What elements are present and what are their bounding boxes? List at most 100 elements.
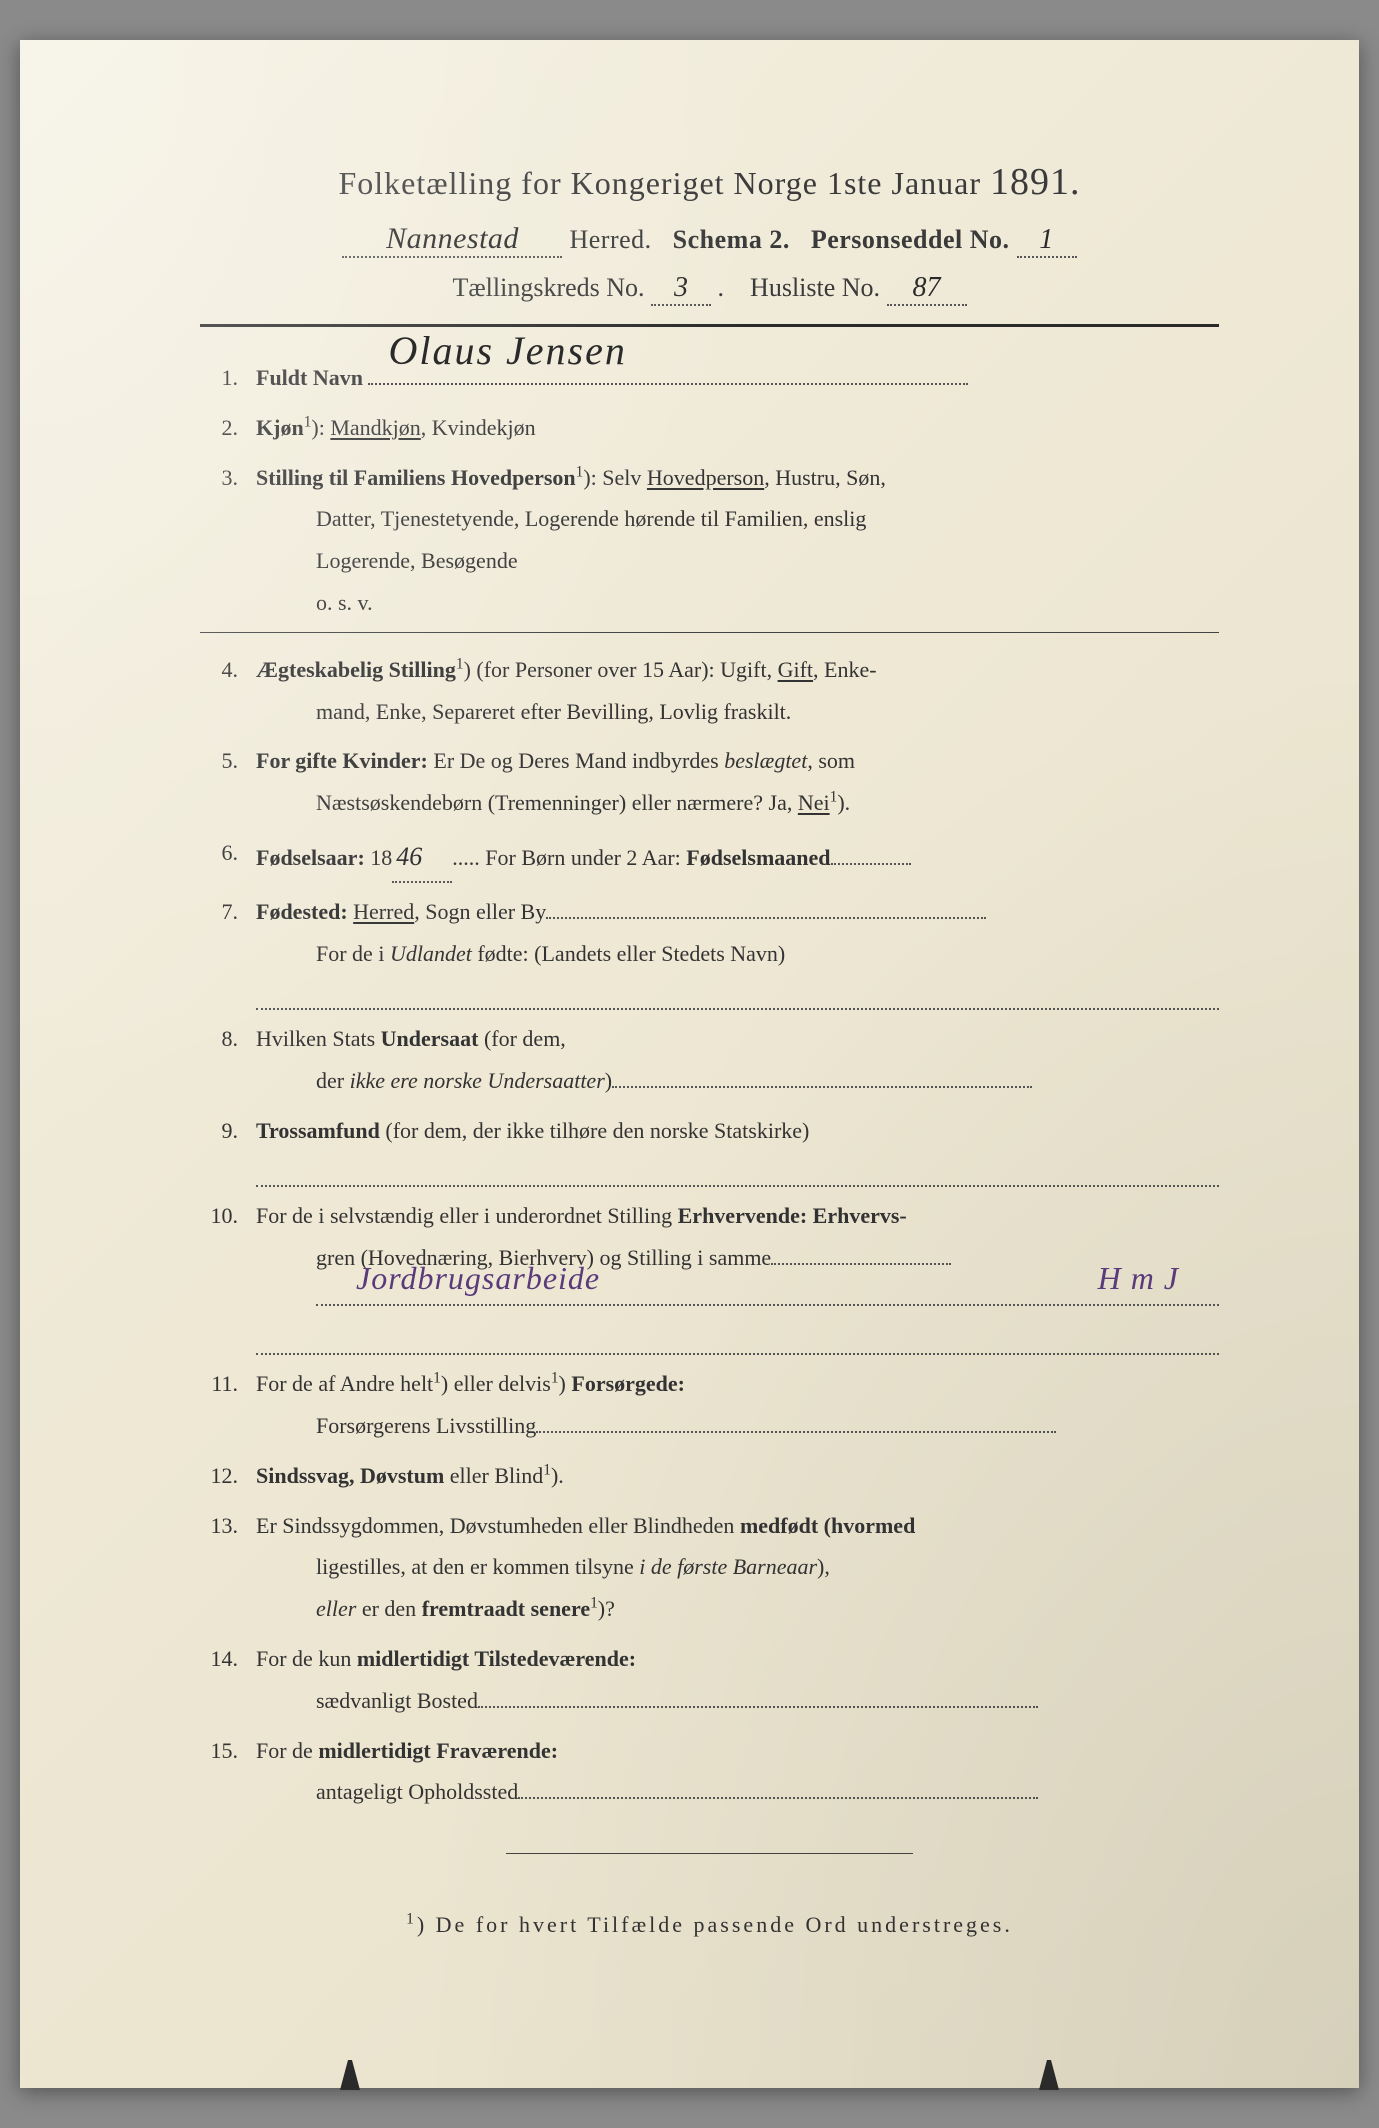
q3-1a: Selv [602, 465, 647, 490]
q1-value: Olaus Jensen [388, 313, 626, 389]
item-1: 1. Fuldt Navn Olaus Jensen [200, 357, 1219, 399]
num-4: 4. [200, 649, 256, 733]
q5-label: For gifte Kvinder: [256, 748, 428, 773]
q5-t2: , som [807, 748, 855, 773]
num-11: 11. [200, 1363, 256, 1447]
q7-underlined: Herred [353, 899, 414, 924]
num-12: 12. [200, 1455, 256, 1497]
num-1: 1. [200, 357, 256, 399]
q13-b1: medfødt (hvormed [740, 1513, 915, 1538]
item-6: 6. Fødselsaar: 1846..... For Børn under … [200, 832, 1219, 883]
num-3: 3. [200, 457, 256, 624]
q4-line2: mand, Enke, Separeret efter Bevilling, L… [256, 691, 1219, 733]
kreds-no: 3 [651, 272, 711, 306]
tear-right [1039, 2060, 1059, 2090]
q5-line2: Næstsøskendebørn (Tremenninger) eller næ… [256, 782, 1219, 824]
num-8: 8. [200, 1018, 256, 1102]
q6-label2: Fødselsmaaned [686, 845, 830, 870]
q10-t1: For de i selvstændig eller i underordnet… [256, 1203, 678, 1228]
num-9: 9. [200, 1110, 256, 1187]
q8-l2a: der [316, 1068, 350, 1093]
item-13: 13. Er Sindssygdommen, Døvstumheden elle… [200, 1505, 1219, 1630]
q9-label: Trossamfund [256, 1118, 380, 1143]
item-14: 14. For de kun midlertidigt Tilstedevære… [200, 1638, 1219, 1722]
q7-line2: For de i Udlandet fødte: (Landets eller … [256, 933, 1219, 975]
num-6: 6. [200, 832, 256, 883]
item-8: 8. Hvilken Stats Undersaat (for dem, der… [200, 1018, 1219, 1102]
q14-b: midlertidigt Tilstedeværende: [357, 1646, 636, 1671]
item-5: 5. For gifte Kvinder: Er De og Deres Man… [200, 740, 1219, 824]
num-2: 2. [200, 407, 256, 449]
q12-text: eller Blind [444, 1463, 543, 1488]
kreds-label: Tællingskreds No. [452, 273, 644, 302]
q7-l2b: fødte: (Landets eller Stedets Navn) [472, 941, 785, 966]
q13-line3: eller er den fremtraadt senere1)? [256, 1588, 1219, 1630]
husliste-no: 87 [887, 272, 967, 306]
item-12: 12. Sindssvag, Døvstum eller Blind1). [200, 1455, 1219, 1497]
divider-3-4 [200, 632, 1219, 633]
q13-l3a: eller [316, 1596, 356, 1621]
q6-prefix: 18 [365, 845, 393, 870]
footnote-sup: 1 [406, 1911, 417, 1928]
q11-t3: ) [559, 1371, 572, 1396]
subtitle-2: Tællingskreds No. 3 . Husliste No. 87 [200, 272, 1219, 306]
q6-value: 46 [392, 832, 452, 883]
num-15: 15. [200, 1730, 256, 1814]
divider-footnote [506, 1853, 914, 1854]
q11-label: Forsørgede: [571, 1371, 685, 1396]
q13-em1: i de første Barneaar [639, 1554, 817, 1579]
title-year: 1891. [990, 161, 1081, 203]
q11-l2: Forsørgerens Livsstilling [316, 1413, 536, 1438]
num-10: 10. [200, 1195, 256, 1356]
q6-label: Fødselsaar: [256, 845, 365, 870]
q2-sup: 1 [304, 413, 312, 430]
num-13: 13. [200, 1505, 256, 1630]
q4-t2: , Enke- [813, 657, 877, 682]
q15-b: midlertidigt Fraværende: [318, 1738, 558, 1763]
item-2: 2. Kjøn1): Mandkjøn, Kvindekjøn [200, 407, 1219, 449]
herred-label: Herred. [569, 225, 651, 254]
num-7: 7. [200, 891, 256, 1010]
q11-s2: 1 [551, 1370, 559, 1387]
q8-label: Undersaat [381, 1026, 479, 1051]
q13-t1: Er Sindssygdommen, Døvstumheden eller Bl… [256, 1513, 740, 1538]
q8-em: ikke ere norske Undersaatter [350, 1068, 605, 1093]
q10-blank2 [256, 1320, 1219, 1355]
q9-text: (for dem, der ikke tilhøre den norske St… [380, 1118, 809, 1143]
q7-label: Fødested: [256, 899, 348, 924]
q14-line2: sædvanligt Bosted [256, 1680, 1219, 1722]
footnote: 1) De for hvert Tilfælde passende Ord un… [200, 1904, 1219, 1946]
q13-sup: 1 [590, 1595, 598, 1612]
title: Folketælling for Kongeriget Norge 1ste J… [200, 160, 1219, 204]
q12-label: Sindssvag, Døvstum [256, 1463, 444, 1488]
q10-sig: H m J [1098, 1248, 1179, 1309]
q3-label: Stilling til Familiens Hovedperson [256, 465, 576, 490]
q13-line2: ligestilles, at den er kommen tilsyne i … [256, 1546, 1219, 1588]
q8-t1: Hvilken Stats [256, 1026, 381, 1051]
q5-underlined: Nei [798, 790, 830, 815]
q15-line2: antageligt Opholdssted [256, 1771, 1219, 1813]
q4-t1: (for Personer over 15 Aar): Ugift, [471, 657, 778, 682]
num-5: 5. [200, 740, 256, 824]
q5-em1: beslægtet [724, 748, 807, 773]
q2-underlined: Mandkjøn [330, 415, 420, 440]
item-9: 9. Trossamfund (for dem, der ikke tilhør… [200, 1110, 1219, 1187]
personseddel-no: 1 [1017, 224, 1077, 258]
q1-label: Fuldt Navn [256, 365, 363, 390]
q15-l2: antageligt Opholdssted [316, 1779, 518, 1804]
subtitle-1: Nannestad Herred. Schema 2. Personseddel… [200, 222, 1219, 258]
census-page: Folketælling for Kongeriget Norge 1ste J… [20, 40, 1359, 2088]
q15-t: For de [256, 1738, 318, 1763]
q13-l3b: er den [356, 1596, 421, 1621]
q5-t1: Er De og Deres Mand indbyrdes [428, 748, 724, 773]
q10-label: Erhvervende: Erhvervs- [678, 1203, 907, 1228]
q11-line2: Forsørgerens Livsstilling [256, 1405, 1219, 1447]
q5-sup: 1 [830, 789, 838, 806]
q14-l2: sædvanligt Bosted [316, 1688, 478, 1713]
q14-t: For de kun [256, 1646, 357, 1671]
q11-t1: For de af Andre helt [256, 1371, 433, 1396]
q4-label: Ægteskabelig Stilling [256, 657, 456, 682]
form-items: 1. Fuldt Navn Olaus Jensen 2. Kjøn1): Ma… [200, 357, 1219, 1946]
tear-left [340, 2060, 360, 2090]
q3-sup: 1 [576, 463, 584, 480]
